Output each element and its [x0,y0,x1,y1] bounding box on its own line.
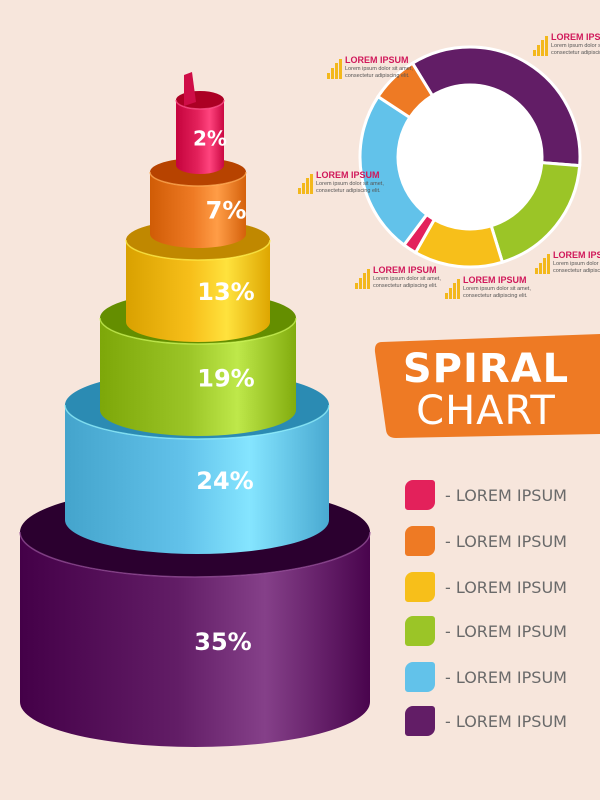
legend-item: - LOREM IPSUM [405,706,595,738]
bar-chart-icon [327,59,343,79]
legend-item: - LOREM IPSUM [405,526,595,558]
bar-chart-icon [445,279,461,299]
legend-label: - LOREM IPSUM [445,578,567,597]
spiral-tier-band [176,100,224,174]
spiral-tier-band [150,172,246,248]
legend-label: - LOREM IPSUM [445,668,567,687]
callout-text: Lorem ipsum dolor sit amet, consectetur … [373,276,441,289]
legend-item: - LOREM IPSUM [405,572,595,604]
spiral-percent-label: 2% [193,126,227,150]
spiral-tier-rim [19,531,371,578]
legend-swatch [405,526,435,556]
donut-hole [399,86,541,228]
legend-label: - LOREM IPSUM [445,622,567,641]
legend-label: - LOREM IPSUM [445,712,567,731]
legend-swatch [405,572,435,602]
spiral-percent-label: 35% [194,628,251,656]
legend-item: - LOREM IPSUM [405,480,595,512]
callout-text: Lorem ipsum dolor sit amet, consectetur … [463,286,531,299]
spiral-tip [184,72,196,106]
legend-item: - LOREM IPSUM [405,662,595,694]
callout-title: LOREM IPSUM [345,55,409,65]
spiral-percent-label: 7% [206,197,247,225]
callout-title: LOREM IPSUM [553,250,600,260]
legend-swatch [405,662,435,692]
legend-swatch [405,706,435,736]
title-line2: CHART [416,388,556,434]
callout-text: Lorem ipsum dolor sit amet, consectetur … [316,181,384,194]
legend-swatch [405,480,435,510]
banner-shape [374,334,600,438]
bar-chart-icon [355,269,371,289]
legend-item: - LOREM IPSUM [405,616,595,648]
legend-swatch [405,616,435,646]
spiral-tier-rim [149,171,247,187]
spiral-percent-label: 24% [196,467,253,495]
spiral-percent-label: 19% [197,364,254,392]
callout-title: LOREM IPSUM [316,170,380,180]
legend-label: - LOREM IPSUM [445,532,567,551]
bar-chart-icon [535,254,551,274]
title-banner: SPIRAL CHART [372,334,600,440]
callout-text: Lorem ipsum dolor sit amet, consectetur … [553,261,600,274]
spiral-tier-band [20,532,370,747]
legend-label: - LOREM IPSUM [445,486,567,505]
title-line1: SPIRAL [402,346,570,392]
spiral-tier-band [100,318,296,436]
callout-title: LOREM IPSUM [463,275,527,285]
spiral-tier-band [65,405,329,554]
callout-text: Lorem ipsum dolor sit amet, consectetur … [551,43,600,56]
bar-chart-icon [533,36,549,56]
spiral-tier-rim [99,317,297,345]
spiral-tier-rim [175,99,225,110]
callout-title: LOREM IPSUM [373,265,437,275]
spiral-tier-rim [64,404,330,440]
spiral-percent-label: 13% [197,278,254,306]
donut-slice [375,61,435,120]
spiral-tier-rim [125,239,271,261]
donut-slice [410,45,582,168]
callout-text: Lorem ipsum dolor sit amet, consectetur … [345,66,413,79]
spiral-tier-band [126,240,270,342]
bar-chart-icon [298,174,314,194]
callout-title: LOREM IPSUM [551,32,600,42]
